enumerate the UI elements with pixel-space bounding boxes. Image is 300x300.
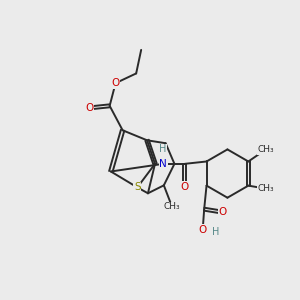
Text: H: H xyxy=(212,227,220,237)
Text: H: H xyxy=(159,144,166,154)
Text: O: O xyxy=(85,103,94,113)
Text: O: O xyxy=(199,225,207,235)
Text: S: S xyxy=(134,182,141,192)
Text: CH₃: CH₃ xyxy=(164,202,180,211)
Text: CH₃: CH₃ xyxy=(257,184,274,193)
Text: O: O xyxy=(181,182,189,192)
Text: O: O xyxy=(111,78,120,88)
Text: O: O xyxy=(218,207,226,217)
Text: CH₃: CH₃ xyxy=(257,145,274,154)
Text: N: N xyxy=(159,159,167,169)
